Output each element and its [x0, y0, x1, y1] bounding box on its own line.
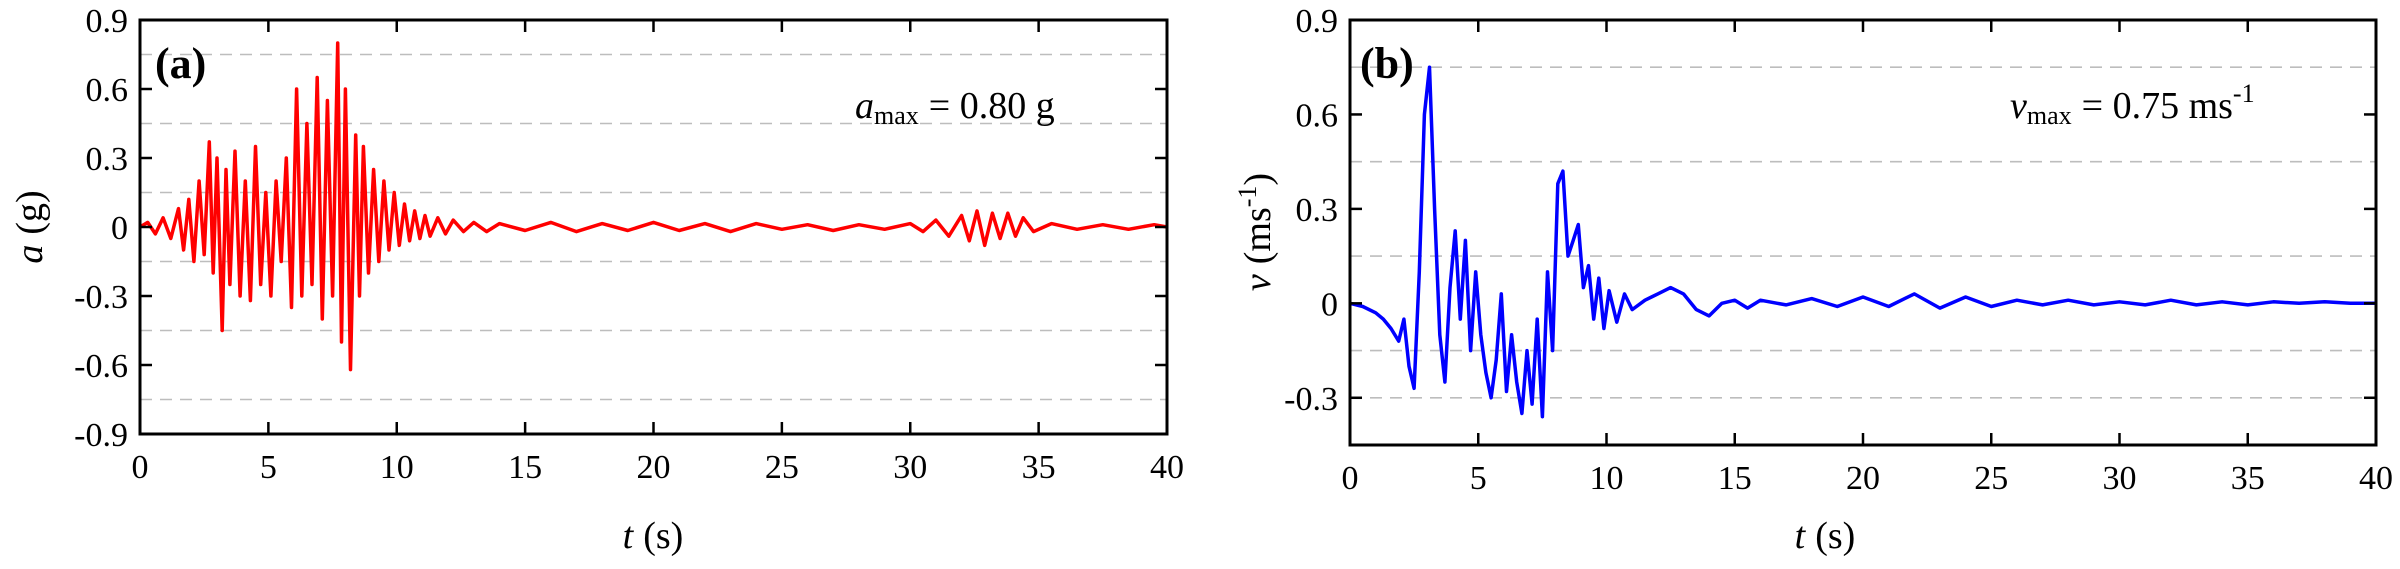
panel-a-xlabel-unit: (s)	[643, 515, 683, 557]
panel-b-annot-sup: -1	[2233, 79, 2255, 108]
panel-a-ylabel-symbol: a	[9, 245, 51, 264]
panel-a-ytick-label-1: -0.6	[74, 348, 128, 385]
panel-a-acceleration-chart: 0 5 10 15 20 25 30 35 40 -0.9 -0.6 -0.3 0 0.3 0.6 0.9 (…	[9, 3, 1184, 557]
panel-a-annot-value: = 0.80 g	[929, 85, 1055, 127]
panel-a-label: (a)	[155, 39, 206, 88]
panel-a-xtick-label-8: 40	[1150, 449, 1184, 486]
panel-b-xtick-label-8: 40	[2359, 460, 2393, 497]
panel-b-ticks: 0 5 10 15 20 25 30 35 40 -0.3 0 0.3 0.6 0.9	[1284, 3, 2393, 497]
panel-a-xtick-label-0: 0	[132, 449, 149, 486]
panel-b-xtick-label-5: 25	[1974, 460, 2008, 497]
panel-b-ytick-label-1: 0	[1321, 286, 1338, 323]
panel-b-ylabel-unit: (ms	[1237, 207, 1279, 264]
panel-a-ytick-label-3: 0	[111, 210, 128, 247]
panel-b-ylabel-symbol: v	[1237, 274, 1279, 291]
panel-b-xtick-label-3: 15	[1718, 460, 1752, 497]
panel-a-peak-annotation: amax = 0.80 g	[855, 85, 1055, 130]
panel-b-ytick-label-0: -0.3	[1284, 381, 1338, 418]
panel-b-ytick-label-3: 0.6	[1296, 97, 1339, 134]
panel-a-ytick-label-0: -0.9	[74, 417, 128, 454]
panel-b-series-layer	[1349, 65, 2376, 419]
panel-a-xtick-label-3: 15	[508, 449, 542, 486]
panel-a-xlabel-symbol: t	[623, 515, 635, 557]
panel-a-annot-subscript: max	[874, 101, 919, 130]
panel-b-xlabel-unit: (s)	[1815, 515, 1855, 557]
panel-b-velocity-chart: 0 5 10 15 20 25 30 35 40-0.300.30.60.9 (b) vmax =…	[1233, 3, 2393, 557]
panel-b-xtick-label-4: 20	[1846, 460, 1880, 497]
panel-b-ylabel-unit-close: )	[1237, 173, 1279, 186]
panel-b-xtick-label-2: 10	[1590, 460, 1624, 497]
panel-b-label: (b)	[1360, 39, 1414, 88]
panel-b-xtick-label-1: 5	[1470, 460, 1487, 497]
panel-b-series-velocity	[1349, 65, 2376, 419]
panel-b-annot-symbol: v	[2010, 85, 2027, 127]
panel-a-xtick-label-4: 20	[637, 449, 671, 486]
panel-a-series-acceleration	[139, 41, 1168, 372]
panel-b-xlabel-symbol: t	[1795, 515, 1807, 557]
panel-a-ytick-label-5: 0.6	[86, 72, 129, 109]
panel-b-xtick-label-0: 0	[1342, 460, 1359, 497]
panel-b-plot-frame	[1348, 18, 2378, 447]
panel-b-annot-subscript: max	[2027, 101, 2072, 130]
panel-a-ytick-label-2: -0.3	[74, 279, 128, 316]
panel-a-ytick-label-4: 0.3	[86, 141, 129, 178]
panel-a-x-axis-title: t (s)	[623, 515, 684, 557]
panel-a-series-layer	[139, 41, 1168, 372]
panel-b-peak-annotation: vmax = 0.75 ms-1	[2010, 79, 2255, 130]
panel-a-annot-symbol: a	[855, 85, 874, 127]
panel-a-xtick-label-1: 5	[260, 449, 277, 486]
panel-a-y-axis-title: a (g)	[9, 190, 51, 263]
panel-b-xtick-label-6: 30	[2103, 460, 2137, 497]
panel-b-ytick-label-4: 0.9	[1296, 3, 1339, 40]
panel-a-ticks: 0 5 10 15 20 25 30 35 40 -0.9 -0.6 -0.3 0 0.3 0.6 0.9	[74, 3, 1184, 486]
panel-b-xtick-label-7: 35	[2231, 460, 2265, 497]
panel-b-x-axis-title: t (s)	[1795, 515, 1856, 557]
panel-a-xtick-label-6: 30	[893, 449, 927, 486]
panel-a-xtick-label-7: 35	[1022, 449, 1056, 486]
panel-b-ytick-label-2: 0.3	[1296, 192, 1339, 229]
panel-b-ylabel-unit-sup: -1	[1233, 186, 1262, 208]
panel-a-xtick-label-5: 25	[765, 449, 799, 486]
panel-b-y-axis-title: v (ms-1)	[1233, 173, 1279, 291]
panel-a-ytick-label-6: 0.9	[86, 3, 129, 40]
panel-a-xtick-label-2: 10	[380, 449, 414, 486]
panel-a-ylabel-unit: (g)	[9, 190, 51, 234]
panel-b-annot-value: = 0.75 ms	[2082, 85, 2233, 127]
